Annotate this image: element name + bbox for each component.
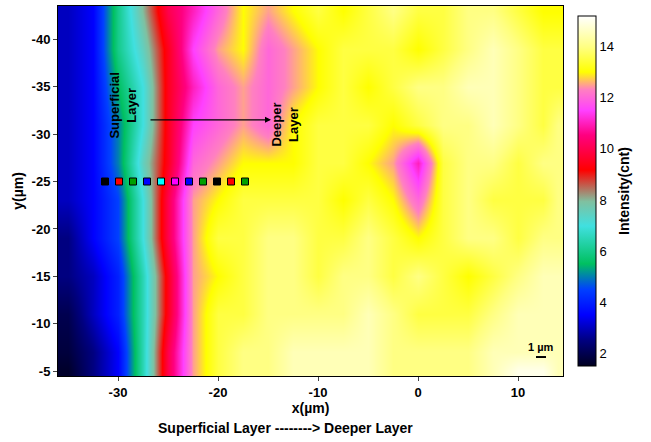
svg-text:12: 12 bbox=[600, 90, 614, 105]
svg-text:DeeperLayer: DeeperLayer bbox=[269, 103, 301, 147]
svg-text:-15: -15 bbox=[32, 269, 51, 284]
svg-text:6: 6 bbox=[600, 244, 607, 259]
svg-text:14: 14 bbox=[600, 39, 614, 54]
svg-text:SuperficialLayer: SuperficialLayer bbox=[107, 72, 139, 138]
svg-text:-30: -30 bbox=[32, 127, 51, 142]
svg-text:10: 10 bbox=[600, 141, 614, 156]
svg-text:Intensity(cnt): Intensity(cnt) bbox=[616, 147, 632, 235]
svg-text:-10: -10 bbox=[309, 385, 328, 400]
svg-text:-35: -35 bbox=[32, 79, 51, 94]
svg-text:0: 0 bbox=[414, 385, 421, 400]
svg-text:x(µm): x(µm) bbox=[292, 400, 330, 416]
svg-text:1 µm: 1 µm bbox=[528, 341, 554, 353]
svg-text:-30: -30 bbox=[109, 385, 128, 400]
svg-text:-5: -5 bbox=[39, 364, 51, 379]
svg-text:-20: -20 bbox=[209, 385, 228, 400]
svg-text:y(µm): y(µm) bbox=[10, 172, 26, 210]
svg-text:-25: -25 bbox=[32, 174, 51, 189]
svg-text:4: 4 bbox=[600, 295, 607, 310]
svg-text:8: 8 bbox=[600, 192, 607, 207]
svg-text:-20: -20 bbox=[32, 222, 51, 237]
svg-text:-10: -10 bbox=[32, 316, 51, 331]
svg-text:10: 10 bbox=[511, 385, 525, 400]
svg-text:2: 2 bbox=[600, 346, 607, 361]
svg-text:Superficial Layer --------> De: Superficial Layer --------> Deeper Layer bbox=[158, 420, 413, 436]
svg-text:-40: -40 bbox=[32, 32, 51, 47]
